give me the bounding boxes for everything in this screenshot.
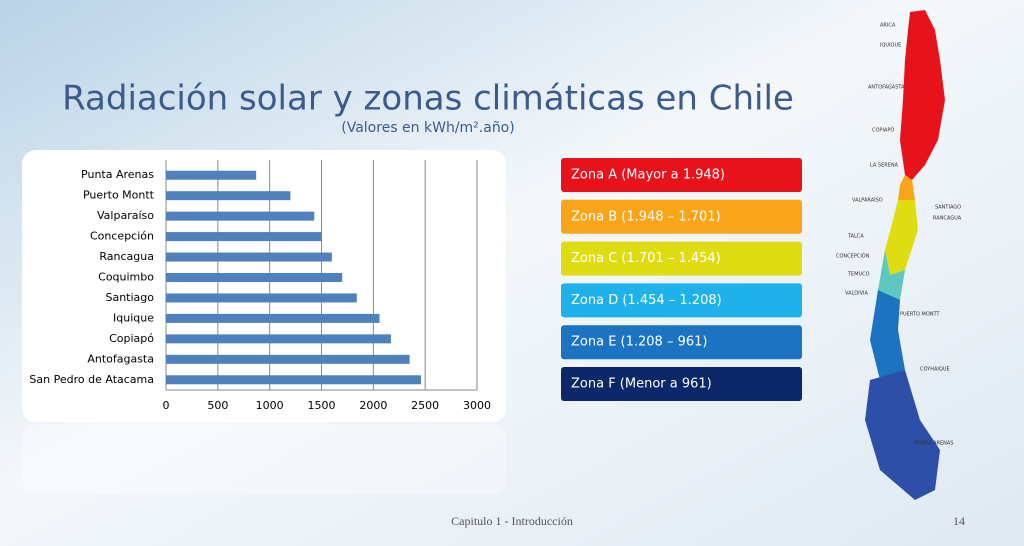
zone-label: Zona A (Mayor a 1.948) [571,168,725,183]
y-tick-label: Puerto Montt [83,189,155,202]
zone-label: Zona F (Menor a 961) [571,377,712,392]
map-label: COYHAIQUE [920,367,950,373]
bar [166,273,343,282]
bar [166,354,410,364]
map [865,10,945,500]
map-label: IQUIQUE [880,43,901,49]
map-label: RANCAGUA [933,216,962,222]
zone-box [561,199,802,234]
zone-label: Zona B (1.948 – 1.701) [571,209,721,224]
y-tick-label: Antofagasta [87,352,154,365]
chart-reflection [22,424,506,494]
y-tick-label: Concepción [90,230,154,243]
y-tick-label: Iquique [113,311,154,324]
x-tick-label: 1000 [256,399,284,412]
map-label: COPIAPÓ [872,127,894,134]
y-tick-label: Valparaíso [97,209,154,222]
zone-box [561,241,802,276]
bar [166,293,357,303]
map-label: VALPARAÍSO [852,197,883,204]
slide-subtitle: (Valores en kWh/m².año) [341,120,514,136]
slide-title: Radiación solar y zonas climáticas en Ch… [62,79,794,119]
footer: Capitulo 1 - Introducción [451,514,573,528]
bar [166,375,422,385]
x-tick-label: 3000 [463,399,491,412]
y-tick-label: Coquimbo [98,271,154,284]
map-label: SANTIAGO [935,205,961,211]
map-label: ARICA [880,23,896,29]
bar [166,191,291,201]
page-number: 14 [953,514,965,528]
zone-label: Zona C (1.701 – 1.454) [571,251,721,266]
bar [166,252,332,262]
map-label: PUERTO MONTT [900,312,940,318]
chart-panel [22,150,506,422]
map-zone [865,370,940,500]
y-tick-label: San Pedro de Atacama [29,373,154,386]
y-tick-label: Punta Arenas [81,168,154,181]
y-tick-label: Copiapó [109,332,154,345]
zone-box [561,158,802,192]
x-tick-label: 2500 [411,399,439,412]
map-label: CONCEPCIÓN [836,253,870,260]
map-label: LA SERENA [870,163,899,169]
map-label: TALCA [847,234,864,240]
bar [166,334,391,344]
bar [166,170,257,180]
bar [166,313,380,323]
y-tick-label: Rancagua [99,250,154,263]
zone-box [561,283,802,318]
zone-label: Zona E (1.208 – 961) [571,335,707,350]
map-zone [900,10,945,180]
map-label: ANTOFAGASTA [868,85,905,91]
map-label: TEMUCO [847,272,870,278]
zone-label: Zona D (1.454 – 1.208) [571,293,722,308]
map-zone [870,290,905,380]
x-tick-label: 2000 [359,399,387,412]
zone-box [561,367,802,401]
bar [166,232,322,242]
x-tick-label: 0 [163,399,170,412]
x-tick-label: 500 [207,399,228,412]
map-label: VALDIVIA [845,291,869,297]
zone-box [561,325,802,360]
bar [166,211,315,221]
x-tick-label: 1500 [308,399,336,412]
y-tick-label: Santiago [105,291,154,304]
map-zone [885,200,918,275]
map-label: PUNTA ARENAS [915,441,953,447]
